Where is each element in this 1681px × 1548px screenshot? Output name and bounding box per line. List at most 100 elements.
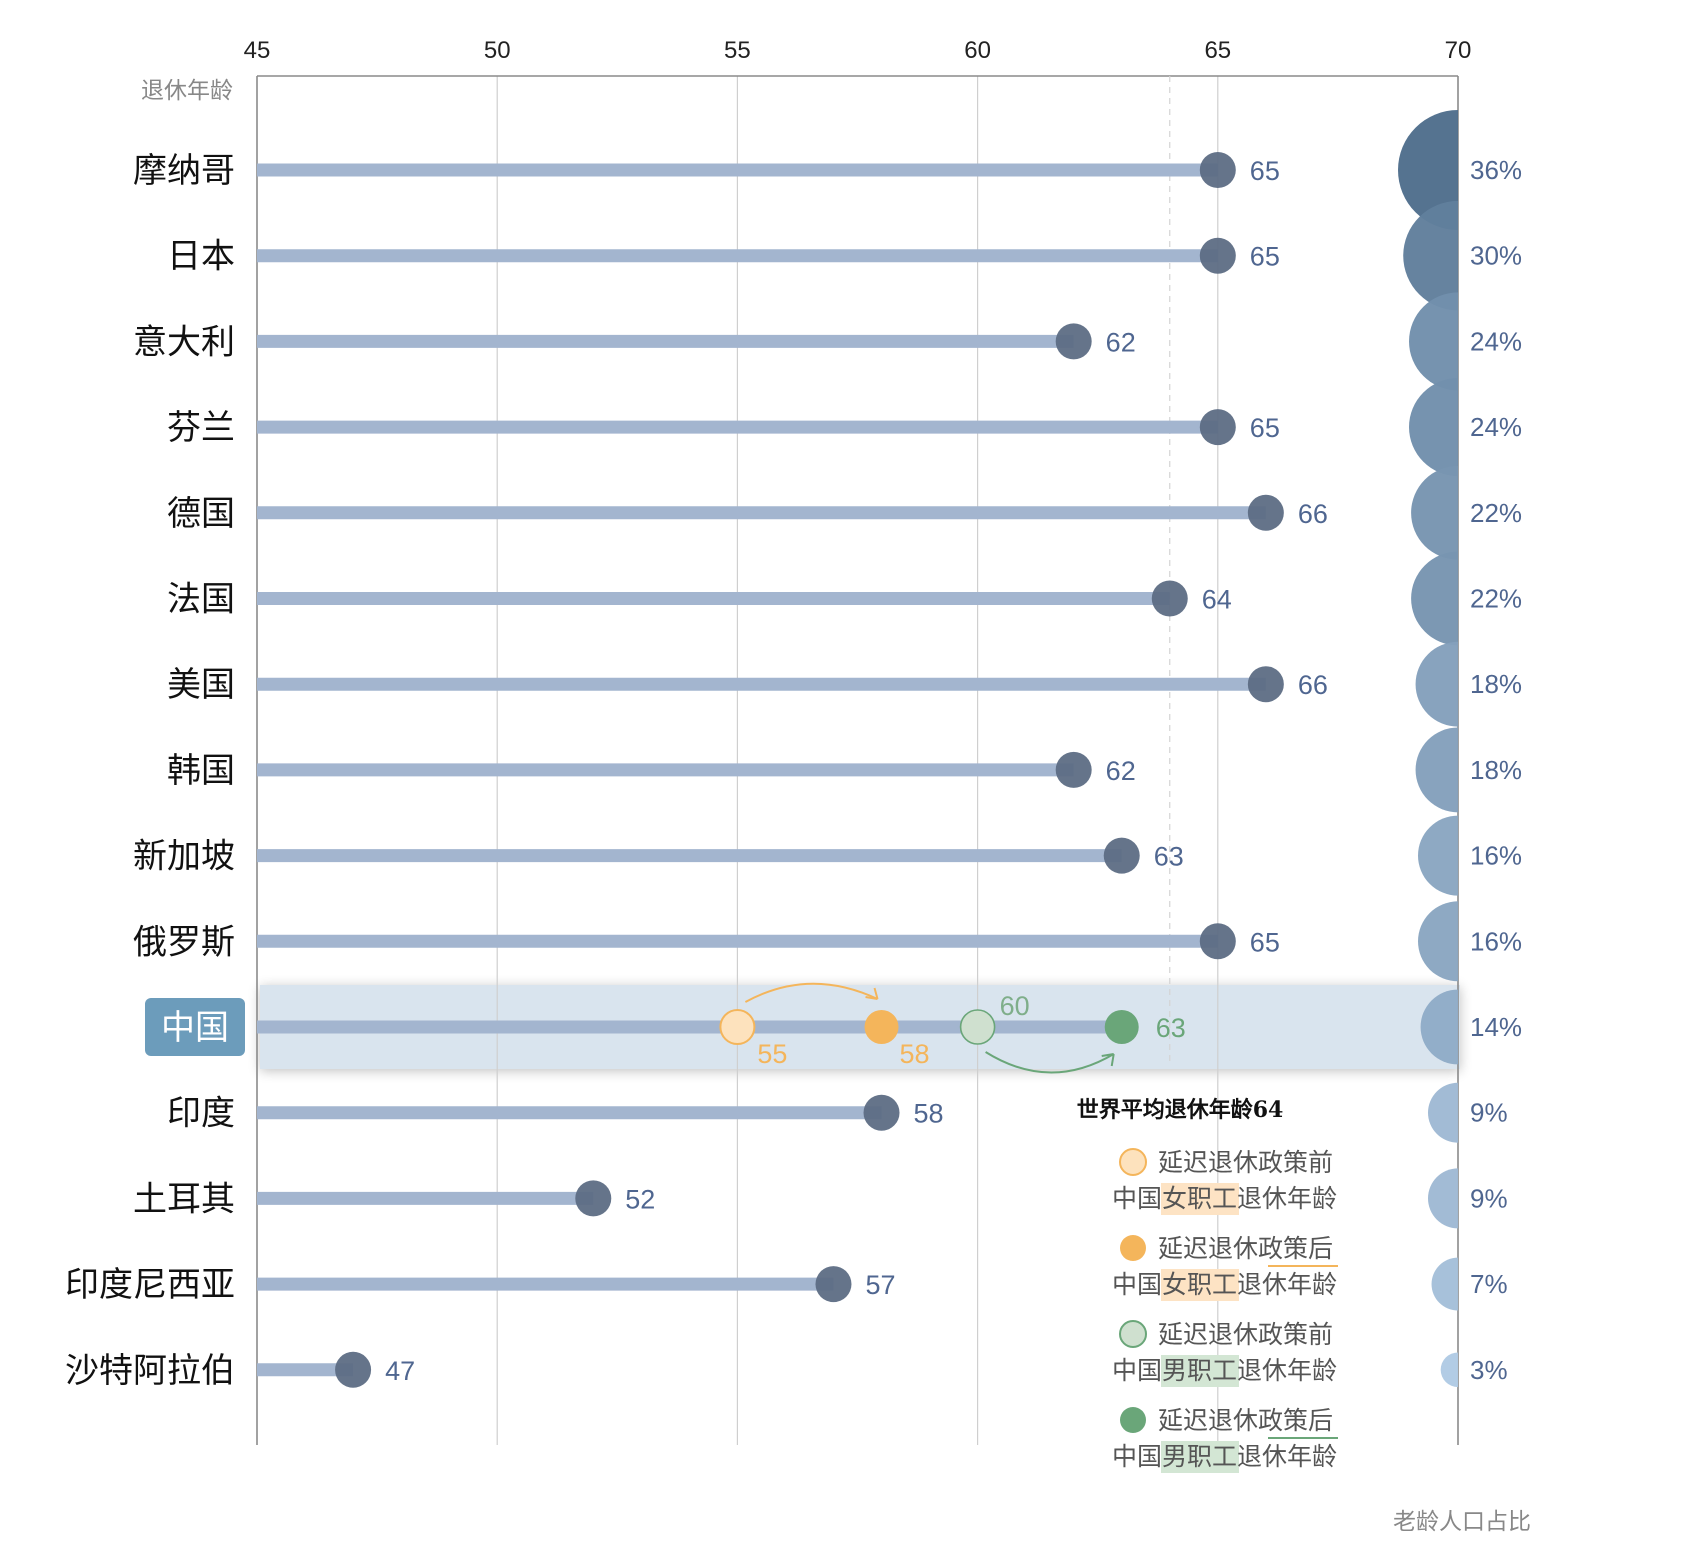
legend-line1: 延迟退休政策后 bbox=[1158, 1406, 1333, 1435]
legend-line2-highlight: 女职工 bbox=[1162, 1184, 1237, 1213]
elderly-share-label: 16% bbox=[1470, 841, 1522, 871]
elderly-share-label: 7% bbox=[1470, 1269, 1508, 1299]
legend-line2: 中国男职工退休年龄 bbox=[1112, 1356, 1337, 1385]
country-label: 中国 bbox=[161, 1008, 229, 1048]
world-average-label: 世界平均退休年龄64 bbox=[1077, 1097, 1284, 1123]
elderly-share-label: 24% bbox=[1470, 412, 1522, 442]
retirement-age-label: 62 bbox=[1106, 327, 1136, 357]
elderly-share-bubble bbox=[1415, 641, 1458, 727]
elderly-share-label: 9% bbox=[1470, 1098, 1508, 1128]
retirement-dot bbox=[1199, 409, 1236, 446]
legend-line1: 延迟退休政策后 bbox=[1158, 1234, 1333, 1263]
legend-line2-prefix: 中国 bbox=[1112, 1184, 1162, 1213]
legend-line2-highlight: 男职工 bbox=[1162, 1356, 1237, 1385]
country-label: 日本 bbox=[167, 237, 235, 277]
x-tick-label: 70 bbox=[1445, 37, 1472, 64]
retirement-age-label: 47 bbox=[385, 1356, 415, 1386]
elderly-share-bubble bbox=[1411, 551, 1458, 646]
retirement-dot bbox=[335, 1351, 372, 1388]
elderly-share-bubble bbox=[1418, 901, 1458, 982]
elderly-share-label: 3% bbox=[1470, 1355, 1508, 1385]
elderly-share-bubble bbox=[1403, 200, 1458, 311]
legend-highlight bbox=[1161, 1183, 1239, 1215]
retirement-dot bbox=[1247, 666, 1284, 703]
elderly-share-bubble bbox=[1428, 1082, 1458, 1143]
retirement-dot bbox=[1151, 580, 1188, 617]
female-shift-arrow bbox=[744, 982, 878, 1003]
legend-line2-suffix: 退休年龄 bbox=[1237, 1356, 1337, 1385]
legend-line2-suffix: 退休年龄 bbox=[1237, 1184, 1337, 1213]
legend-highlight bbox=[1161, 1441, 1239, 1473]
male-after-dot bbox=[1104, 1010, 1139, 1044]
elderly-share-label: 16% bbox=[1470, 926, 1522, 956]
elderly-share-bubble bbox=[1398, 110, 1458, 230]
elderly-share-bubble bbox=[1415, 727, 1458, 813]
legend-line2-suffix: 退休年龄 bbox=[1237, 1442, 1337, 1471]
retirement-dot bbox=[1055, 323, 1092, 360]
legend-swatch bbox=[1119, 1320, 1147, 1348]
country-label: 摩纳哥 bbox=[133, 151, 235, 191]
legend-line2-prefix: 中国 bbox=[1112, 1442, 1162, 1471]
legend-line2-prefix: 中国 bbox=[1112, 1356, 1162, 1385]
retirement-age-label: 52 bbox=[625, 1184, 655, 1214]
retirement-dot bbox=[1055, 751, 1092, 788]
bubble-axis-title: 老龄人口占比 bbox=[1393, 1509, 1531, 1535]
elderly-share-label: 24% bbox=[1470, 326, 1522, 356]
female-after-dot bbox=[864, 1010, 899, 1044]
elderly-share-label: 36% bbox=[1470, 155, 1522, 185]
male-after-label: 63 bbox=[1156, 1013, 1186, 1043]
elderly-share-bubble bbox=[1431, 1257, 1458, 1311]
retirement-age-label: 65 bbox=[1250, 156, 1280, 186]
x-tick-label: 65 bbox=[1204, 37, 1231, 64]
female-after-label: 58 bbox=[900, 1039, 930, 1069]
elderly-share-bubble bbox=[1418, 815, 1458, 896]
legend-highlight bbox=[1161, 1355, 1239, 1387]
retirement-dot bbox=[1199, 923, 1236, 960]
retirement-age-label: 65 bbox=[1250, 242, 1280, 272]
male-shift-arrow bbox=[985, 1051, 1115, 1074]
elderly-share-bubble bbox=[1409, 292, 1458, 391]
legend-line2: 中国女职工退休年龄 bbox=[1112, 1184, 1337, 1213]
elderly-share-label: 22% bbox=[1470, 584, 1522, 614]
legend-highlight bbox=[1161, 1269, 1239, 1301]
retirement-age-label: 63 bbox=[1154, 842, 1184, 872]
retirement-age-label: 62 bbox=[1106, 756, 1136, 786]
country-label: 印度 bbox=[167, 1094, 235, 1134]
china-label-badge bbox=[145, 998, 245, 1056]
legend-layer: 延迟退休政策前中国女职工退休年龄延迟退休政策后中国女职工退休年龄延迟退休政策前中… bbox=[1112, 1148, 1338, 1473]
retirement-age-label: 64 bbox=[1202, 585, 1232, 615]
rows-layer: 摩纳哥 65 日本 65 意大利 62 芬兰 65 德国 66 法国 64 美国 66 韩国 62 新加坡 63 俄… bbox=[65, 151, 1328, 1391]
retirement-dot bbox=[1199, 152, 1236, 188]
legend-line2: 中国女职工退休年龄 bbox=[1112, 1270, 1337, 1299]
retirement-age-label: 65 bbox=[1250, 927, 1280, 957]
retirement-dot bbox=[815, 1266, 852, 1303]
female-before-dot bbox=[719, 1009, 756, 1045]
elderly-share-bubble bbox=[1420, 989, 1458, 1065]
elderly-share-bubble bbox=[1409, 378, 1458, 477]
elderly-share-label: 14% bbox=[1470, 1012, 1522, 1042]
country-label: 美国 bbox=[167, 665, 235, 705]
country-label: 新加坡 bbox=[133, 837, 235, 877]
elderly-share-bubble bbox=[1411, 465, 1458, 560]
retirement-age-label: 57 bbox=[865, 1270, 895, 1300]
retirement-age-label: 66 bbox=[1298, 499, 1328, 529]
retirement-dot bbox=[575, 1180, 612, 1217]
elderly-share-label: 18% bbox=[1470, 669, 1522, 699]
retirement-dot bbox=[863, 1094, 900, 1131]
retirement-dot bbox=[1247, 494, 1284, 531]
x-tick-label: 45 bbox=[244, 37, 271, 64]
country-label: 土耳其 bbox=[133, 1179, 235, 1219]
legend-swatch bbox=[1120, 1407, 1146, 1433]
x-tick-label: 60 bbox=[964, 37, 991, 64]
x-axis-title: 退休年龄 bbox=[141, 78, 233, 104]
female-before-label: 55 bbox=[757, 1039, 787, 1069]
legend-line2-suffix: 退休年龄 bbox=[1237, 1270, 1337, 1299]
x-tick-label: 55 bbox=[724, 37, 751, 64]
elderly-share-bubble bbox=[1440, 1352, 1458, 1388]
retirement-age-label: 66 bbox=[1298, 670, 1328, 700]
legend-swatch bbox=[1120, 1235, 1146, 1261]
elderly-share-label: 22% bbox=[1470, 498, 1522, 528]
country-label: 德国 bbox=[167, 494, 235, 534]
country-label: 俄罗斯 bbox=[133, 922, 235, 962]
